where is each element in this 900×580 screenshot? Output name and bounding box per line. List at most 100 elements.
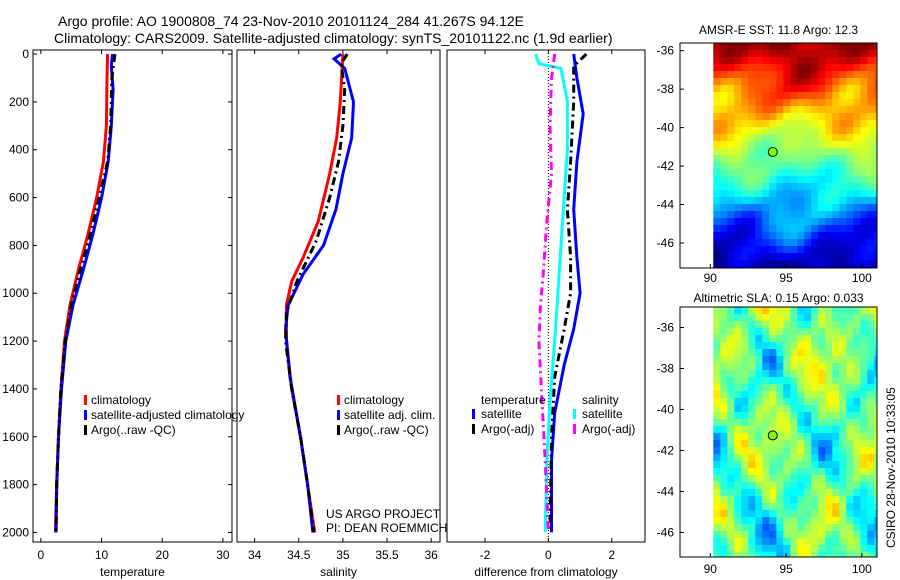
heatmap-cell	[811, 321, 819, 329]
heatmap-cell	[846, 50, 854, 58]
heatmap-cell	[860, 552, 868, 558]
legend-label: satellite	[481, 407, 522, 421]
heatmap-cell	[867, 176, 875, 184]
heatmap-cell	[811, 162, 819, 170]
heatmap-cell	[783, 92, 791, 100]
heatmap-cell	[832, 433, 840, 441]
heatmap-cell	[741, 412, 749, 420]
heatmap-cell	[713, 503, 721, 511]
heatmap-cell	[874, 356, 878, 364]
heatmap-cell	[783, 517, 791, 525]
heatmap-cell	[748, 211, 756, 219]
heatmap-cell	[741, 92, 749, 100]
heatmap-cell	[839, 503, 847, 511]
heatmap-cell	[734, 113, 742, 121]
heatmap-cell	[776, 398, 784, 406]
heatmap-cell	[804, 419, 812, 427]
project-line2: PI: DEAN ROEMMICH	[326, 521, 447, 535]
heatmap-cell	[776, 120, 784, 128]
heatmap-cell	[748, 232, 756, 240]
heatmap-cell	[797, 176, 805, 184]
heatmap-cell	[853, 328, 861, 336]
heatmap-cell	[874, 85, 878, 93]
heatmap-cell	[762, 454, 770, 462]
heatmap-cell	[713, 363, 721, 371]
y-tick-label: 600	[9, 191, 29, 205]
heatmap-cell	[860, 461, 868, 469]
heatmap-cell	[860, 517, 868, 525]
heatmap-cell	[762, 141, 770, 149]
legend-swatch	[337, 425, 340, 435]
heatmap-cell	[762, 433, 770, 441]
heatmap-cell	[860, 307, 868, 315]
heatmap-cell	[797, 419, 805, 427]
heatmap-cell	[727, 314, 735, 322]
heatmap-cell	[818, 489, 826, 497]
heatmap-cell	[790, 148, 798, 156]
heatmap-cell	[860, 169, 868, 177]
heatmap-cell	[790, 531, 798, 539]
heatmap-cell	[846, 232, 854, 240]
heatmap-cell	[797, 218, 805, 226]
heatmap-cell	[741, 468, 749, 476]
heatmap-cell	[748, 169, 756, 177]
heatmap-cell	[734, 552, 742, 558]
heatmap-cell	[734, 218, 742, 226]
heatmap-cell	[783, 106, 791, 114]
heatmap-cell	[783, 71, 791, 79]
heatmap-cell	[839, 211, 847, 219]
heatmap-cell	[818, 510, 826, 518]
heatmap-cell	[769, 496, 777, 504]
heatmap-cell	[839, 552, 847, 558]
heatmap-cell	[720, 482, 728, 490]
heatmap-cell	[874, 106, 878, 114]
heatmap-cell	[867, 349, 875, 357]
heatmap-cell	[755, 454, 763, 462]
heatmap-cell	[825, 419, 833, 427]
heatmap-cell	[797, 211, 805, 219]
heatmap-cell	[741, 50, 749, 58]
heatmap-cell	[818, 176, 826, 184]
heatmap-cell	[846, 321, 854, 329]
heatmap-cell	[769, 57, 777, 65]
heatmap-cell	[804, 307, 812, 315]
heatmap-cell	[846, 489, 854, 497]
heatmap-cell	[769, 363, 777, 371]
heatmap-cell	[804, 370, 812, 378]
heatmap-cell	[804, 43, 812, 51]
heatmap-cell	[804, 99, 812, 107]
heatmap-cell	[776, 503, 784, 511]
heatmap-cell	[797, 85, 805, 93]
heatmap-cell	[741, 321, 749, 329]
heatmap-cell	[720, 426, 728, 434]
heatmap-cell	[846, 461, 854, 469]
heatmap-cell	[741, 405, 749, 413]
heatmap-cell	[762, 78, 770, 86]
heatmap-cell	[832, 218, 840, 226]
heatmap-cell	[755, 538, 763, 546]
heatmap-cell	[713, 398, 721, 406]
heatmap-cell	[804, 524, 812, 532]
heatmap-cell	[762, 517, 770, 525]
heatmap-cell	[839, 78, 847, 86]
heatmap-cell	[790, 342, 798, 350]
heatmap-cell	[727, 412, 735, 420]
heatmap-cell	[776, 211, 784, 219]
heatmap-cell	[818, 328, 826, 336]
heatmap-cell	[867, 447, 875, 455]
heatmap-cell	[797, 531, 805, 539]
heatmap-cell	[762, 314, 770, 322]
heatmap-cell	[825, 211, 833, 219]
heatmap-cell	[790, 349, 798, 357]
heatmap-cell	[804, 71, 812, 79]
heatmap-cell	[727, 468, 735, 476]
heatmap-cell	[853, 246, 861, 254]
heatmap-cell	[832, 552, 840, 558]
heatmap-cell	[776, 531, 784, 539]
heatmap-cell	[825, 43, 833, 51]
heatmap-cell	[748, 363, 756, 371]
heatmap-cell	[755, 239, 763, 247]
heatmap-cell	[741, 328, 749, 336]
heatmap-cell	[874, 176, 878, 184]
heatmap-cell	[853, 43, 861, 51]
